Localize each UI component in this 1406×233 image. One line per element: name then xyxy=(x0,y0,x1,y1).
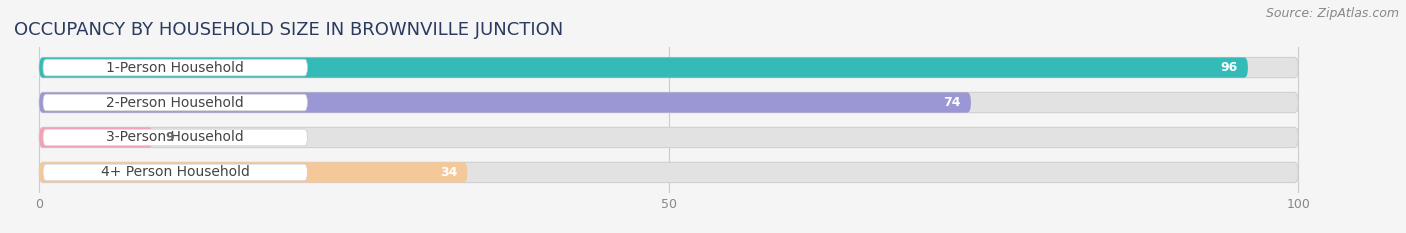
Text: 96: 96 xyxy=(1220,61,1237,74)
FancyBboxPatch shape xyxy=(39,162,1298,183)
Text: 74: 74 xyxy=(943,96,960,109)
FancyBboxPatch shape xyxy=(39,58,1249,78)
FancyBboxPatch shape xyxy=(44,164,308,181)
FancyBboxPatch shape xyxy=(44,129,308,146)
FancyBboxPatch shape xyxy=(39,127,1298,148)
FancyBboxPatch shape xyxy=(39,92,1298,113)
FancyBboxPatch shape xyxy=(44,94,308,111)
Text: OCCUPANCY BY HOUSEHOLD SIZE IN BROWNVILLE JUNCTION: OCCUPANCY BY HOUSEHOLD SIZE IN BROWNVILL… xyxy=(14,21,564,39)
Text: 1-Person Household: 1-Person Household xyxy=(107,61,245,75)
Text: 3-Person Household: 3-Person Household xyxy=(107,130,245,144)
FancyBboxPatch shape xyxy=(39,92,972,113)
FancyBboxPatch shape xyxy=(39,162,467,183)
FancyBboxPatch shape xyxy=(39,127,152,148)
Text: 34: 34 xyxy=(440,166,457,179)
Text: Source: ZipAtlas.com: Source: ZipAtlas.com xyxy=(1265,7,1399,20)
Text: 4+ Person Household: 4+ Person Household xyxy=(101,165,250,179)
Text: 9: 9 xyxy=(165,131,174,144)
FancyBboxPatch shape xyxy=(44,59,308,76)
FancyBboxPatch shape xyxy=(39,58,1298,78)
Text: 2-Person Household: 2-Person Household xyxy=(107,96,245,110)
